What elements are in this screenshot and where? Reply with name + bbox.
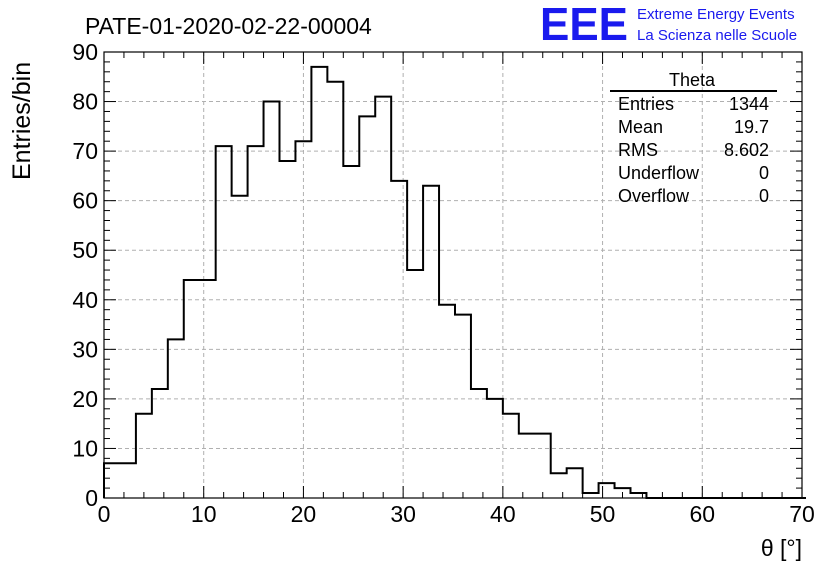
- stats-row-label: RMS: [618, 140, 658, 160]
- x-tick-label: 20: [291, 501, 317, 527]
- y-tick-label: 90: [72, 39, 98, 65]
- stats-row-label: Entries: [618, 94, 674, 114]
- eee-logo: EEE Extreme Energy Events La Scienza nel…: [540, 0, 797, 50]
- stats-box: Theta Entries 1344 Mean 19.7 RMS 8.602 Underfl…: [610, 70, 777, 206]
- y-tick-label: 10: [72, 435, 98, 461]
- plot-frame: [103, 51, 803, 499]
- y-tick-label: 50: [72, 237, 98, 263]
- x-tick-label: 30: [390, 501, 416, 527]
- x-tick-label: 60: [689, 501, 715, 527]
- histogram-line: [103, 65, 806, 499]
- y-tick-labels: 0 10 20 30 40 50 60 70 80 90: [72, 39, 98, 511]
- eee-logo-line2: La Scienza nelle Scuole: [637, 27, 797, 44]
- y-tick-label: 20: [72, 386, 98, 412]
- stats-row-value: 0: [759, 186, 769, 206]
- axis-ticks: [103, 51, 803, 499]
- stats-row-value: 8.602: [724, 140, 769, 160]
- y-tick-label: 30: [72, 336, 98, 362]
- stats-title: Theta: [669, 70, 716, 90]
- stats-row-label: Overflow: [618, 186, 690, 206]
- x-tick-labels: 0 10 20 30 40 50 60 70: [98, 501, 815, 527]
- grid: [104, 52, 802, 498]
- y-tick-label: 0: [85, 485, 98, 511]
- x-tick-label: 0: [98, 501, 111, 527]
- x-axis-title: θ [°]: [761, 535, 802, 561]
- eee-logo-text: EEE: [540, 0, 628, 50]
- x-tick-label: 10: [191, 501, 217, 527]
- y-tick-label: 60: [72, 188, 98, 214]
- stats-row-value: 19.7: [734, 117, 769, 137]
- y-tick-label: 40: [72, 287, 98, 313]
- y-axis-title: Entries/bin: [8, 62, 36, 180]
- stats-row-label: Underflow: [618, 163, 700, 183]
- y-tick-label: 70: [72, 138, 98, 164]
- x-tick-label: 50: [590, 501, 616, 527]
- stats-row-label: Mean: [618, 117, 663, 137]
- stats-row-value: 1344: [729, 94, 769, 114]
- stats-row-value: 0: [759, 163, 769, 183]
- x-tick-label: 40: [490, 501, 516, 527]
- y-tick-label: 80: [72, 89, 98, 115]
- run-title: PATE-01-2020-02-22-00004: [85, 13, 372, 39]
- eee-logo-line1: Extreme Energy Events: [637, 6, 795, 23]
- x-tick-label: 70: [789, 501, 815, 527]
